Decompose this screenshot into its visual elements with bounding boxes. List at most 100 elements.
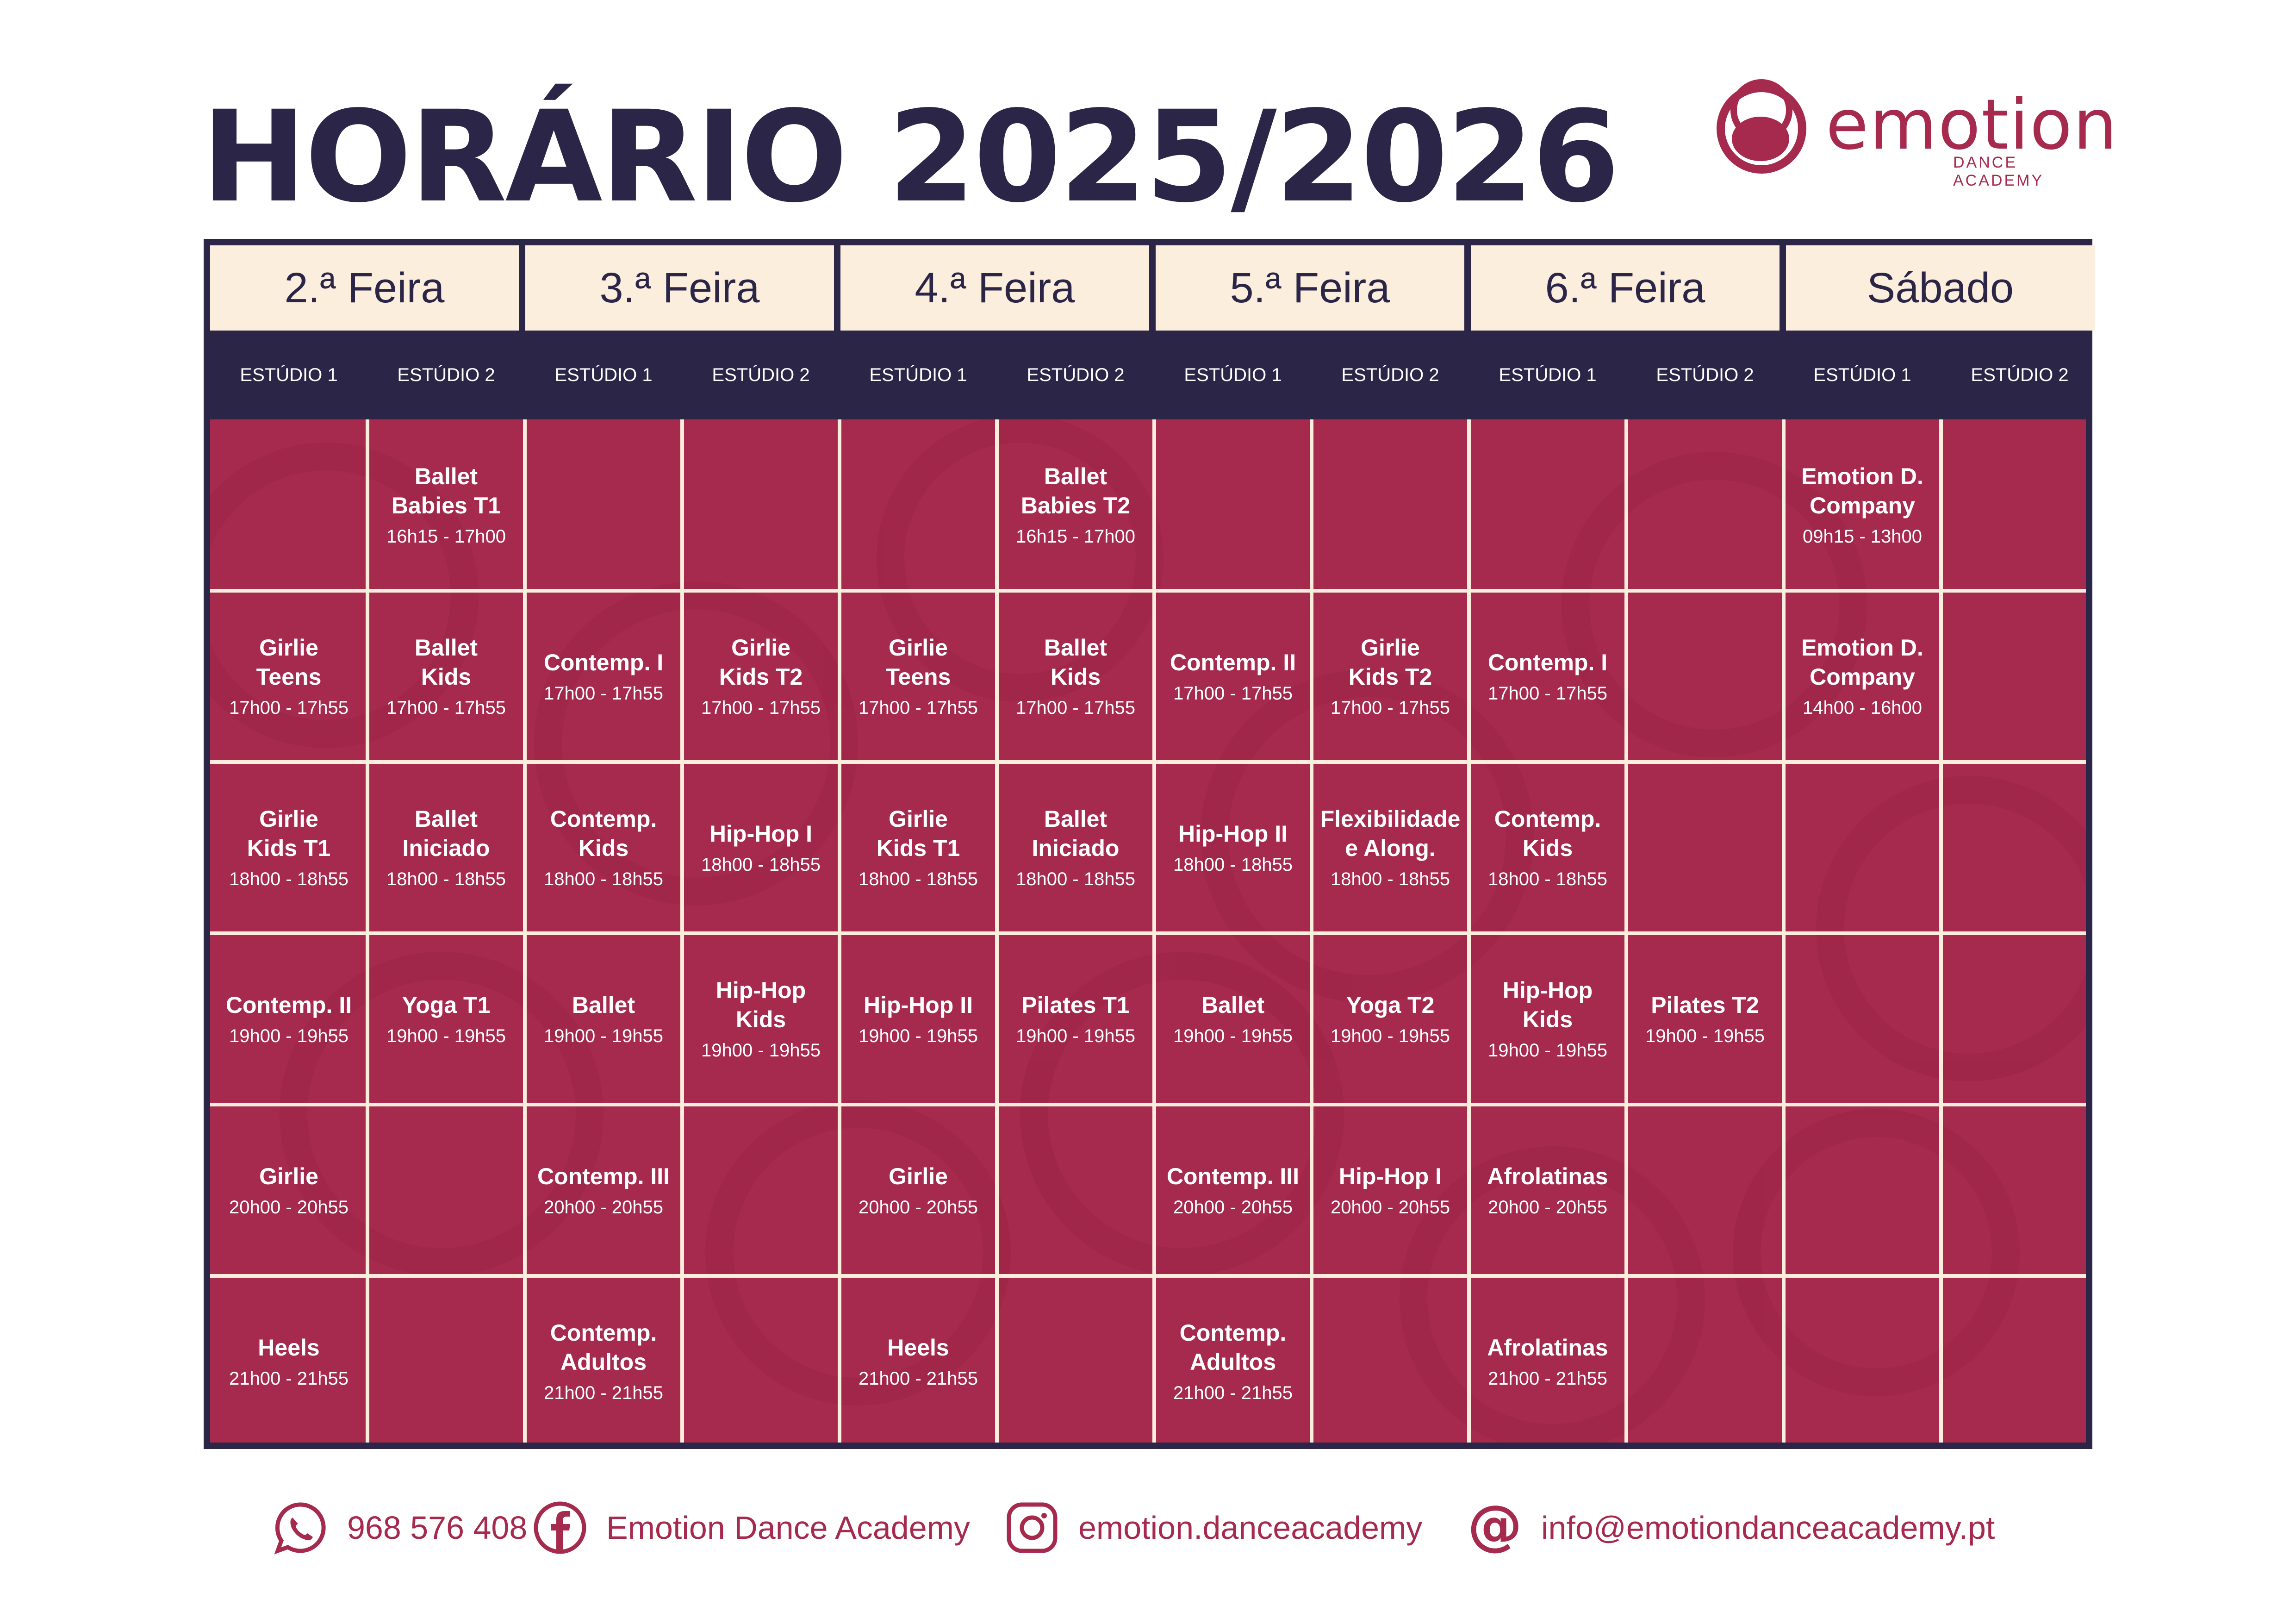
grid-horizontal-divider bbox=[210, 1103, 2086, 1106]
class-name: Girlie Kids T1 bbox=[247, 806, 331, 861]
studio-header: ESTÚDIO 2 bbox=[1656, 364, 1754, 385]
facebook-name: Emotion Dance Academy bbox=[606, 1510, 970, 1546]
class-name: Hip-Hop Kids bbox=[1502, 977, 1593, 1032]
class-slot-friday-studio-2: Pilates T2 19h00 - 19h55 bbox=[1629, 936, 1781, 1102]
studio-header: ESTÚDIO 2 bbox=[1341, 364, 1439, 385]
svg-text:@: @ bbox=[1468, 1500, 1522, 1555]
class-time: 19h00 - 19h55 bbox=[701, 1040, 821, 1061]
class-name: Contemp. Adultos bbox=[1179, 1320, 1287, 1375]
grid-vertical-divider bbox=[366, 419, 369, 1443]
class-name: Heels bbox=[887, 1334, 949, 1361]
contact-phone[interactable]: 968 576 408 bbox=[273, 1500, 527, 1555]
class-time: 19h00 - 19h55 bbox=[386, 1025, 506, 1046]
studio-header: ESTÚDIO 1 bbox=[554, 364, 653, 385]
class-name: Emotion D. Company bbox=[1801, 635, 1923, 690]
class-name: Girlie Teens bbox=[885, 635, 951, 690]
emotion-logo: emotion DANCE ACADEMY bbox=[1712, 74, 2117, 199]
class-time: 18h00 - 18h55 bbox=[543, 869, 663, 889]
class-name: Hip-Hop Kids bbox=[716, 977, 806, 1032]
class-slot-tuesday-studio-2: Hip-Hop I 18h00 - 18h55 bbox=[684, 764, 837, 931]
day-header-saturday: Sábado bbox=[1786, 245, 2095, 331]
grid-horizontal-divider bbox=[210, 589, 2086, 593]
studio-header: ESTÚDIO 2 bbox=[712, 364, 810, 385]
studio-header: ESTÚDIO 1 bbox=[1499, 364, 1597, 385]
class-name: Ballet bbox=[1201, 992, 1265, 1018]
day-header-tuesday: 3.ª Feira bbox=[525, 245, 834, 331]
class-name: Heels bbox=[258, 1334, 320, 1361]
grid-vertical-divider bbox=[1939, 419, 1943, 1443]
contact-email[interactable]: @ info@emotiondanceacademy.pt bbox=[1467, 1500, 1995, 1555]
class-name: Afrolatinas bbox=[1487, 1163, 1608, 1189]
class-slot-thursday-studio-2: Yoga T2 19h00 - 19h55 bbox=[1314, 936, 1467, 1102]
class-slot-saturday-studio-1: Emotion D. Company 14h00 - 16h00 bbox=[1786, 593, 1939, 760]
studio-header: ESTÚDIO 1 bbox=[1184, 364, 1282, 385]
studio-header-row: ESTÚDIO 1 ESTÚDIO 2 ESTÚDIO 1 ESTÚDIO 2 … bbox=[210, 331, 2098, 419]
class-time: 17h00 - 17h55 bbox=[386, 698, 506, 718]
class-name: Ballet Iniciado bbox=[1032, 806, 1120, 861]
class-slot-thursday-studio-1: Hip-Hop II 18h00 - 18h55 bbox=[1157, 764, 1309, 931]
day-header-thursday: 5.ª Feira bbox=[1156, 245, 1464, 331]
contact-instagram[interactable]: emotion.danceacademy bbox=[1004, 1500, 1422, 1555]
class-name: Girlie Kids T2 bbox=[719, 635, 803, 690]
studio-header: ESTÚDIO 2 bbox=[1971, 364, 2069, 385]
class-time: 18h00 - 18h55 bbox=[1487, 869, 1607, 889]
class-name: Ballet Kids bbox=[1044, 635, 1108, 690]
class-name: Contemp. II bbox=[1170, 649, 1296, 675]
class-slot-friday-studio-1: Afrolatinas 20h00 - 20h55 bbox=[1471, 1107, 1624, 1274]
class-slot-friday-studio-1: Hip-Hop Kids 19h00 - 19h55 bbox=[1471, 936, 1624, 1102]
class-slot-tuesday-studio-2: Hip-Hop Kids 19h00 - 19h55 bbox=[684, 936, 837, 1102]
class-slot-wednesday-studio-1: Heels 21h00 - 21h55 bbox=[842, 1278, 995, 1443]
contact-footer: 968 576 408 Emotion Dance Academy emotio… bbox=[0, 1491, 2296, 1565]
class-name: Contemp. I bbox=[1487, 649, 1608, 675]
class-name: Ballet bbox=[572, 992, 635, 1018]
class-name: Contemp. I bbox=[543, 649, 664, 675]
class-time: 20h00 - 20h55 bbox=[229, 1197, 348, 1218]
class-time: 17h00 - 17h55 bbox=[1173, 683, 1293, 704]
class-slot-tuesday-studio-1: Contemp. Adultos 21h00 - 21h55 bbox=[527, 1278, 680, 1443]
grid-vertical-divider bbox=[838, 419, 841, 1443]
class-name: Hip-Hop I bbox=[1338, 1163, 1442, 1189]
studio-header: ESTÚDIO 1 bbox=[1813, 364, 1911, 385]
class-slot-monday-studio-2: Yoga T1 19h00 - 19h55 bbox=[370, 936, 523, 1102]
class-slot-thursday-studio-2: Flexibilidade e Along. 18h00 - 18h55 bbox=[1314, 764, 1467, 931]
class-time: 09h15 - 13h00 bbox=[1802, 526, 1922, 547]
class-time: 18h00 - 18h55 bbox=[229, 869, 348, 889]
class-name: Pilates T1 bbox=[1021, 992, 1130, 1018]
class-slot-monday-studio-1: Girlie Kids T1 18h00 - 18h55 bbox=[212, 764, 365, 931]
class-slot-tuesday-studio-1: Ballet 19h00 - 19h55 bbox=[527, 936, 680, 1102]
instagram-handle: emotion.danceacademy bbox=[1078, 1510, 1423, 1546]
logo-wordmark: emotion bbox=[1826, 85, 2118, 165]
class-time: 20h00 - 20h55 bbox=[1173, 1197, 1293, 1218]
at-sign-icon: @ bbox=[1468, 1500, 1522, 1555]
class-slot-wednesday-studio-2: Ballet Kids 17h00 - 17h55 bbox=[999, 593, 1152, 760]
class-slot-tuesday-studio-1: Contemp. III 20h00 - 20h55 bbox=[527, 1107, 680, 1274]
class-slot-thursday-studio-1: Contemp. Adultos 21h00 - 21h55 bbox=[1157, 1278, 1309, 1443]
class-name: Contemp. Kids bbox=[550, 806, 657, 861]
grid-vertical-divider bbox=[1782, 419, 1786, 1443]
class-slot-friday-studio-1: Contemp. Kids 18h00 - 18h55 bbox=[1471, 764, 1624, 931]
class-slot-tuesday-studio-2: Girlie Kids T2 17h00 - 17h55 bbox=[684, 593, 837, 760]
class-name: Afrolatinas bbox=[1487, 1334, 1608, 1361]
studio-header: ESTÚDIO 2 bbox=[1027, 364, 1125, 385]
studio-header: ESTÚDIO 2 bbox=[397, 364, 495, 385]
logo-subtitle: DANCE ACADEMY bbox=[1953, 154, 2044, 189]
studio-header: ESTÚDIO 1 bbox=[869, 364, 967, 385]
class-time: 19h00 - 19h55 bbox=[229, 1025, 348, 1046]
class-slot-thursday-studio-2: Hip-Hop I 20h00 - 20h55 bbox=[1314, 1107, 1467, 1274]
class-slot-wednesday-studio-2: Pilates T1 19h00 - 19h55 bbox=[999, 936, 1152, 1102]
class-slot-monday-studio-2: Ballet Iniciado 18h00 - 18h55 bbox=[370, 764, 523, 931]
grid-vertical-divider bbox=[523, 419, 527, 1443]
class-name: Girlie bbox=[259, 1163, 318, 1189]
class-name: Contemp. III bbox=[1166, 1163, 1300, 1189]
class-name: Ballet Iniciado bbox=[402, 806, 490, 861]
class-slot-friday-studio-1: Afrolatinas 21h00 - 21h55 bbox=[1471, 1278, 1624, 1443]
contact-facebook[interactable]: Emotion Dance Academy bbox=[532, 1500, 970, 1555]
day-header-friday: 6.ª Feira bbox=[1471, 245, 1780, 331]
class-time: 19h00 - 19h55 bbox=[543, 1025, 663, 1046]
class-time: 18h00 - 18h55 bbox=[1015, 869, 1135, 889]
class-name: Pilates T2 bbox=[1651, 992, 1759, 1018]
class-time: 20h00 - 20h55 bbox=[543, 1197, 663, 1218]
class-slot-wednesday-studio-2: Ballet Babies T2 16h15 - 17h00 bbox=[999, 422, 1152, 588]
email-address: info@emotiondanceacademy.pt bbox=[1541, 1510, 1995, 1546]
class-slot-monday-studio-2: Ballet Babies T1 16h15 - 17h00 bbox=[370, 422, 523, 588]
